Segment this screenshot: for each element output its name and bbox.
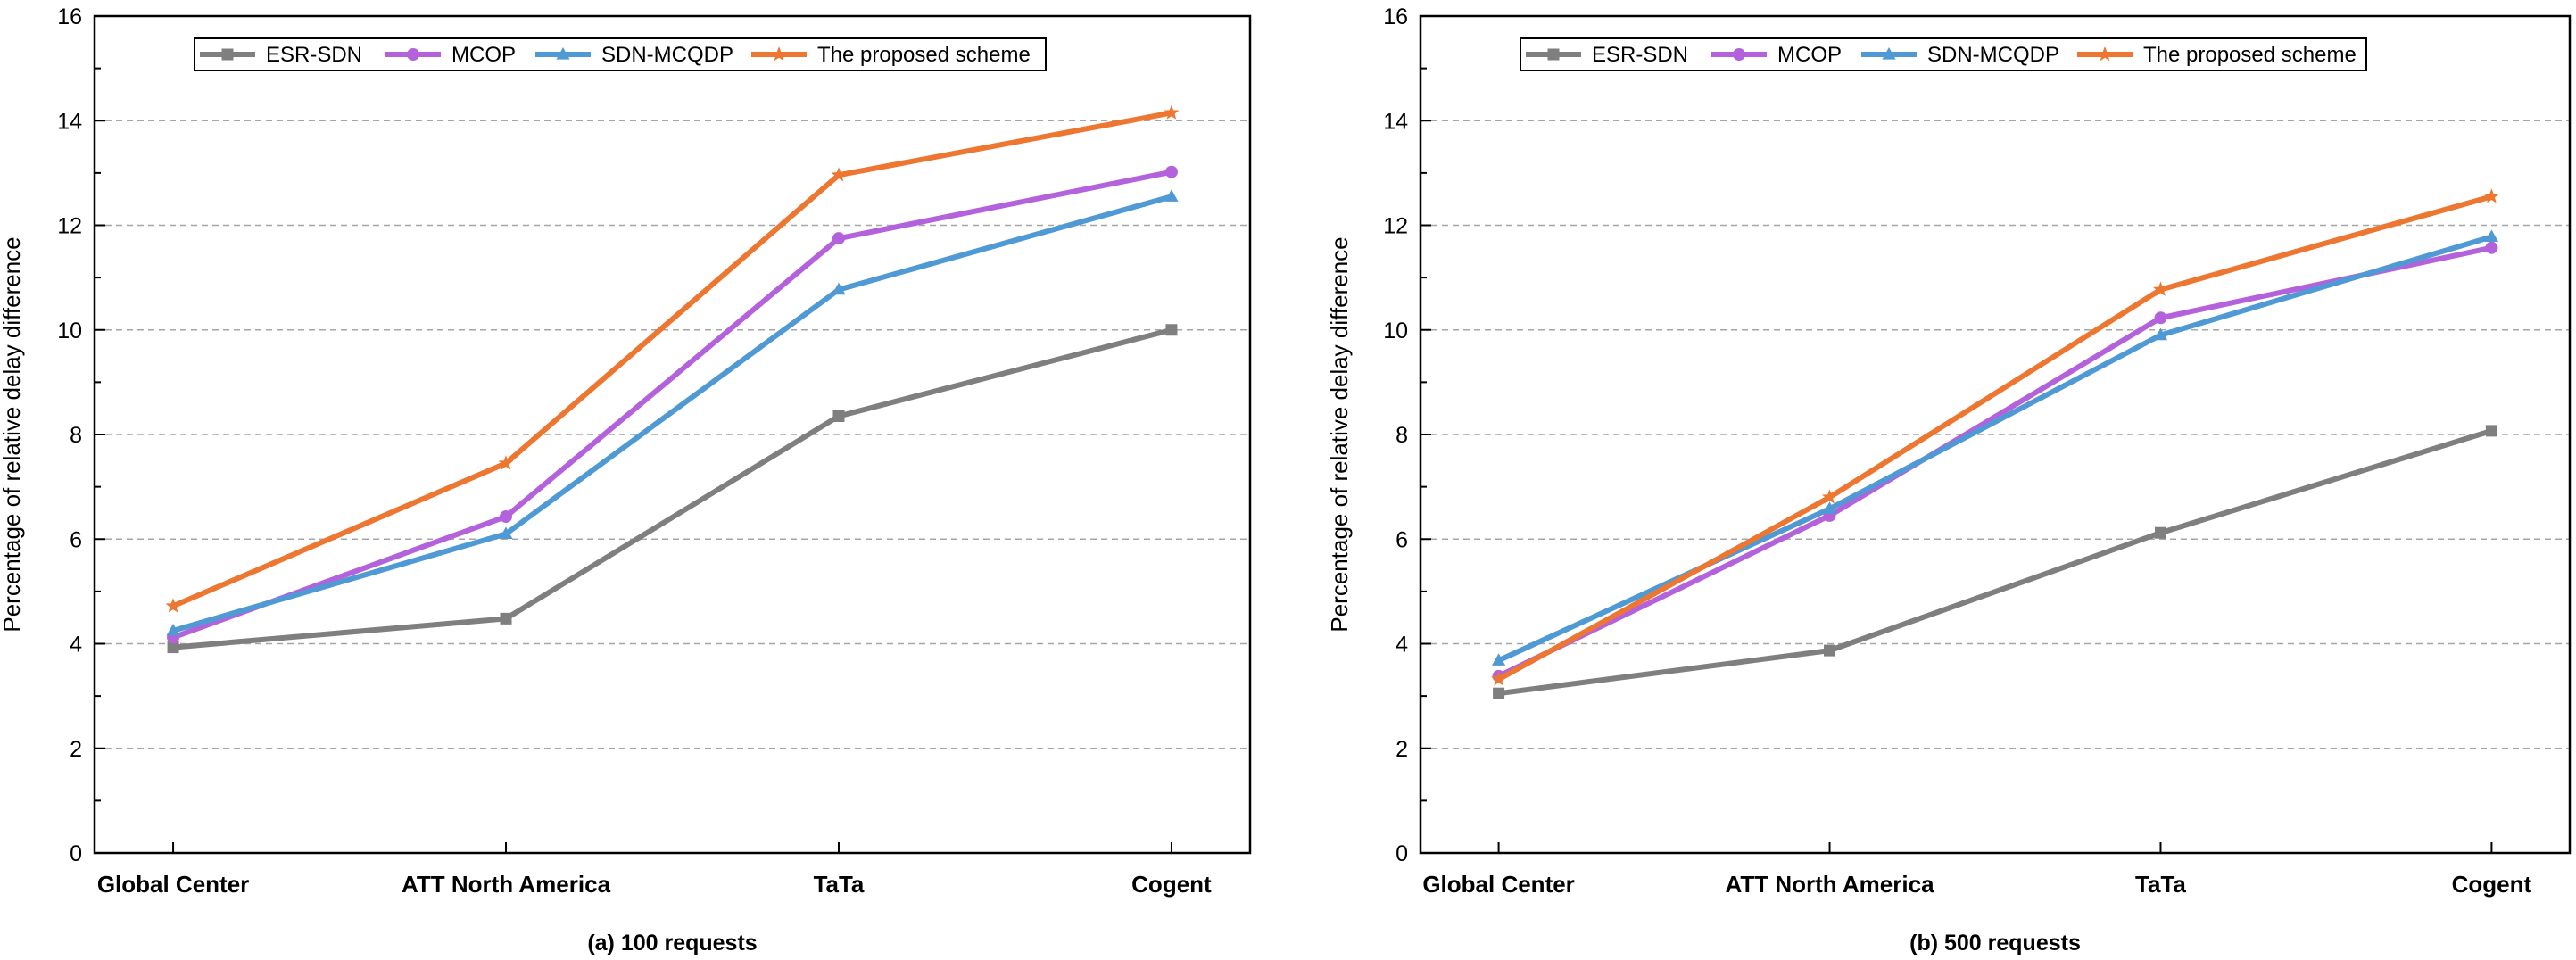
legend-label: ESR-SDN [1592, 43, 1688, 67]
y-tick-label: 2 [70, 737, 82, 762]
y-tick-label: 2 [1396, 737, 1408, 762]
data-point [499, 526, 513, 539]
data-point [167, 641, 179, 654]
x-tick-label: TaTa [814, 871, 865, 898]
legend-label: SDN-MCQDP [1927, 43, 2059, 67]
y-tick-label: 6 [1396, 527, 1408, 552]
legend-swatch-marker [221, 48, 234, 61]
legend-swatch-marker [556, 47, 570, 60]
y-axis-label: Percentage of relative delay difference [0, 236, 25, 632]
series-line [1495, 194, 2495, 683]
legend-box [1520, 37, 2367, 71]
x-tick-label: Global Center [1422, 871, 1574, 898]
data-point [832, 282, 846, 295]
series-line [1495, 427, 2495, 697]
x-tick-label: ATT North America [1726, 871, 1935, 898]
legend-label: The proposed scheme [2143, 43, 2357, 67]
series-line [170, 194, 1174, 633]
data-point [2154, 311, 2167, 325]
series-mcop [167, 165, 1178, 644]
y-axis-label: Percentage of relative delay difference [1326, 236, 1353, 632]
legend-swatch-marker [771, 46, 787, 62]
data-point [498, 455, 514, 470]
data-point [1164, 165, 1178, 178]
data-point [500, 612, 512, 625]
legend-label: MCOP [1777, 43, 1842, 67]
data-point [1164, 104, 1180, 120]
chart-panel-2: 0 2 4 6 8 10 12 14 16 Global Center ATT North Amer… [1326, 4, 2572, 956]
data-point [166, 623, 180, 636]
data-point [2152, 281, 2169, 296]
y-tick-label: 16 [1383, 4, 1408, 29]
y-tick-label: 0 [70, 841, 82, 866]
y-tick-label: 12 [1383, 214, 1408, 239]
data-point [1493, 687, 1505, 699]
legend-swatch-marker [2097, 46, 2113, 62]
y-tick-label: 8 [1396, 423, 1408, 448]
x-tick-label: ATT North America [402, 871, 611, 898]
x-tick-label: Cogent [1131, 871, 1212, 898]
data-point [1822, 501, 1837, 514]
y-tick-label: 4 [70, 633, 82, 658]
legend-swatch-marker [1882, 47, 1896, 60]
series-line [170, 110, 1174, 609]
data-point [2484, 229, 2499, 242]
y-tick-label: 10 [57, 319, 82, 343]
data-point [1164, 189, 1179, 202]
data-point [1491, 653, 1506, 666]
data-point [832, 410, 845, 422]
y-tick-label: 6 [70, 527, 82, 552]
data-point [500, 510, 513, 524]
data-point [1821, 489, 1838, 504]
panel-caption: (a) 100 requests [587, 931, 757, 956]
legend: ESR-SDN MCOP SDN-MCQDP The proposed scheme [194, 37, 1047, 71]
legend-label: ESR-SDN [266, 43, 362, 67]
series-esr-sdn [167, 324, 1178, 654]
data-point [831, 167, 847, 182]
series-the-proposed-scheme [165, 104, 1180, 613]
x-tick-label: TaTa [2135, 871, 2186, 898]
series-line [170, 327, 1174, 650]
series-the-proposed-scheme [1491, 188, 2499, 686]
data-point [1165, 324, 1178, 336]
series-line [1495, 244, 2495, 679]
series-sdn-mcqdp [1491, 229, 2499, 666]
data-point [1491, 671, 1507, 686]
series-line [170, 169, 1174, 641]
legend-label: The proposed scheme [817, 43, 1031, 67]
y-tick-label: 14 [1383, 109, 1408, 134]
data-point [2154, 526, 2166, 539]
data-point [2153, 327, 2168, 341]
data-point [2485, 425, 2497, 437]
legend: ESR-SDN MCOP SDN-MCQDP The proposed scheme [1520, 37, 2367, 71]
legend-box [194, 37, 1047, 71]
x-tick-label: Cogent [2452, 871, 2532, 898]
y-tick-label: 10 [1383, 319, 1408, 343]
series-line [1495, 234, 2495, 664]
legend-label: SDN-MCQDP [601, 43, 733, 67]
data-point [165, 598, 181, 613]
panel-caption: (b) 500 requests [1909, 931, 2081, 956]
y-tick-label: 16 [57, 4, 82, 29]
y-tick-label: 14 [57, 109, 82, 134]
chart-panel-1: 0 2 4 6 8 10 12 14 16 Global Center ATT North Amer… [0, 4, 1252, 956]
series-mcop [1492, 241, 2498, 683]
data-point [832, 232, 845, 245]
legend-swatch-marker [407, 48, 419, 61]
legend-swatch-marker [1733, 48, 1745, 61]
legend-label: MCOP [451, 43, 516, 67]
y-tick-label: 4 [1396, 633, 1408, 658]
series-sdn-mcqdp [166, 189, 1179, 636]
y-tick-label: 8 [70, 423, 82, 448]
y-tick-label: 12 [57, 214, 82, 239]
data-point [2485, 241, 2498, 254]
data-point [1824, 644, 1836, 657]
data-point [2483, 188, 2499, 203]
series-esr-sdn [1493, 425, 2497, 699]
y-tick-label: 0 [1396, 841, 1408, 866]
x-tick-label: Global Center [97, 871, 249, 898]
legend-swatch-marker [1547, 48, 1560, 61]
